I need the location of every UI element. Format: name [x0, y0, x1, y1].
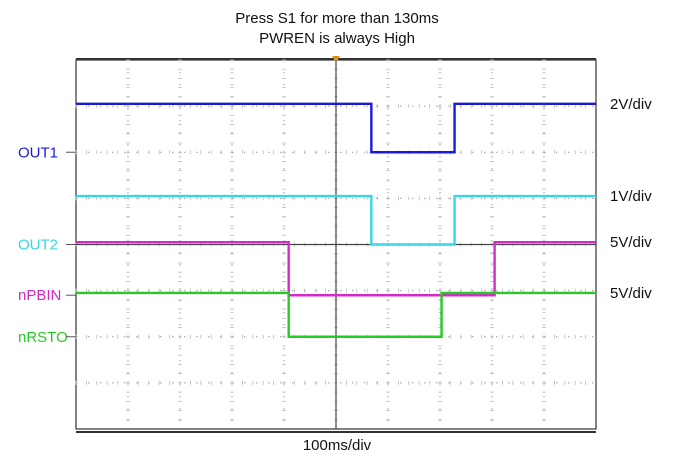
chart-subtitle: PWREN is always High [259, 30, 415, 47]
time-scale-label: 100ms/div [303, 437, 372, 454]
trace-npbin [76, 240, 596, 297]
scale-label-npbin: 5V/div [610, 234, 652, 251]
scale-label-out1: 2V/div [610, 96, 652, 113]
scale-label-out2: 1V/div [610, 188, 652, 205]
channel-label-nrsto: nRSTO [18, 329, 68, 346]
trigger-marker-icon [332, 56, 340, 62]
trace-nrsto [76, 291, 596, 338]
trace-layer [76, 102, 596, 338]
channel-label-npbin: nPBIN [18, 287, 61, 304]
label-layer: OUT1 2V/div OUT2 1V/div nPBIN 5V/div nRSTO 5V/d… [18, 96, 652, 346]
scale-label-nrsto: 5V/div [610, 285, 652, 302]
trace-out1 [76, 102, 596, 154]
channel-label-out2: OUT2 [18, 237, 58, 254]
channel-label-out1: OUT1 [18, 144, 58, 161]
trace-out2 [76, 194, 596, 246]
chart-title: Press S1 for more than 130ms [235, 10, 438, 27]
